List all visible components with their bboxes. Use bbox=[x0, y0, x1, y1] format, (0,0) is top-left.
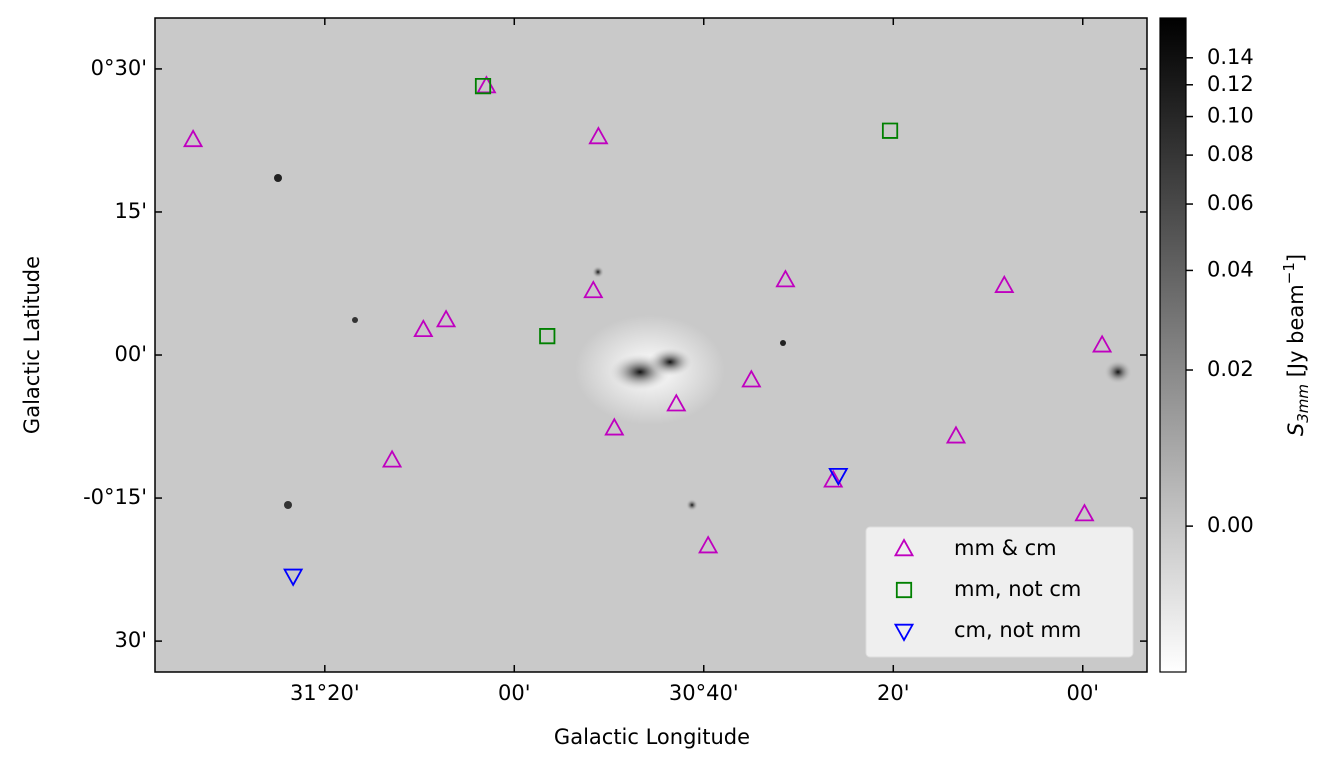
y-tick-label: 0°30' bbox=[91, 56, 147, 80]
legend-label: mm, not cm bbox=[954, 577, 1081, 601]
marker bbox=[604, 417, 625, 436]
marker bbox=[741, 369, 762, 388]
marker bbox=[539, 328, 556, 345]
colorbar-tick-label: 0.00 bbox=[1207, 513, 1254, 537]
colorbar-label-part: −1 bbox=[1280, 262, 1298, 284]
marker bbox=[1092, 334, 1113, 353]
image bbox=[155, 18, 1147, 672]
marker bbox=[588, 126, 609, 145]
legend-label: mm & cm bbox=[954, 536, 1057, 560]
colorbar-label-part: [Jy beam bbox=[1284, 284, 1308, 384]
y-tick-label: 15' bbox=[115, 199, 148, 223]
marker bbox=[381, 449, 403, 468]
marker bbox=[283, 568, 304, 587]
legend-frame bbox=[865, 526, 1134, 658]
x-tick-label: 30°40' bbox=[669, 681, 739, 705]
marker bbox=[775, 269, 796, 288]
marker bbox=[823, 469, 844, 488]
x-tick-label: 00' bbox=[1067, 681, 1100, 705]
marker bbox=[435, 309, 457, 328]
marker bbox=[583, 280, 604, 299]
x-axis-label: Galactic Longitude bbox=[554, 725, 750, 749]
colorbar-tick-label: 0.14 bbox=[1207, 45, 1254, 69]
y-tick-label: 30' bbox=[115, 628, 148, 652]
colorbar-tick-label: 0.08 bbox=[1207, 142, 1254, 166]
y-tick-label: -0°15' bbox=[83, 485, 147, 509]
colorbar bbox=[1159, 17, 1187, 673]
marker bbox=[828, 467, 849, 487]
x-tick-label: 31°20' bbox=[290, 681, 360, 705]
colorbar-tick-label: 0.04 bbox=[1207, 257, 1254, 281]
legend-marker bbox=[893, 623, 915, 642]
legend-marker bbox=[895, 581, 913, 599]
marker bbox=[994, 274, 1015, 293]
marker bbox=[1074, 503, 1095, 522]
legend-marker bbox=[893, 538, 915, 557]
marker bbox=[881, 122, 899, 139]
colorbar-label: S3mm [Jy beam−1] bbox=[1280, 254, 1312, 436]
marker bbox=[474, 77, 492, 95]
colorbar-label-part: ] bbox=[1284, 254, 1308, 262]
marker bbox=[183, 129, 204, 148]
colorbar-tick-label: 0.12 bbox=[1207, 72, 1254, 96]
y-axis-label: Galactic Latitude bbox=[20, 256, 44, 434]
legend: mm & cm mm, not cm cm, not mm bbox=[865, 526, 1134, 658]
legend-label: cm, not mm bbox=[954, 618, 1081, 642]
colorbar-tick-label: 0.10 bbox=[1207, 104, 1254, 128]
marker bbox=[945, 425, 967, 444]
plot-frame bbox=[154, 17, 1148, 673]
marker bbox=[666, 393, 687, 412]
colorbar-tick-label: 0.02 bbox=[1207, 357, 1254, 381]
marker bbox=[698, 535, 719, 554]
x-tick-label: 20' bbox=[877, 681, 910, 705]
colorbar-tick-label: 0.06 bbox=[1207, 191, 1254, 215]
y-tick-label: 00' bbox=[115, 342, 148, 366]
x-tick-label: 00' bbox=[498, 681, 531, 705]
marker bbox=[413, 318, 434, 338]
colorbar-label-part: 3mm bbox=[1294, 384, 1312, 423]
colorbar-label-part: S bbox=[1284, 423, 1308, 436]
